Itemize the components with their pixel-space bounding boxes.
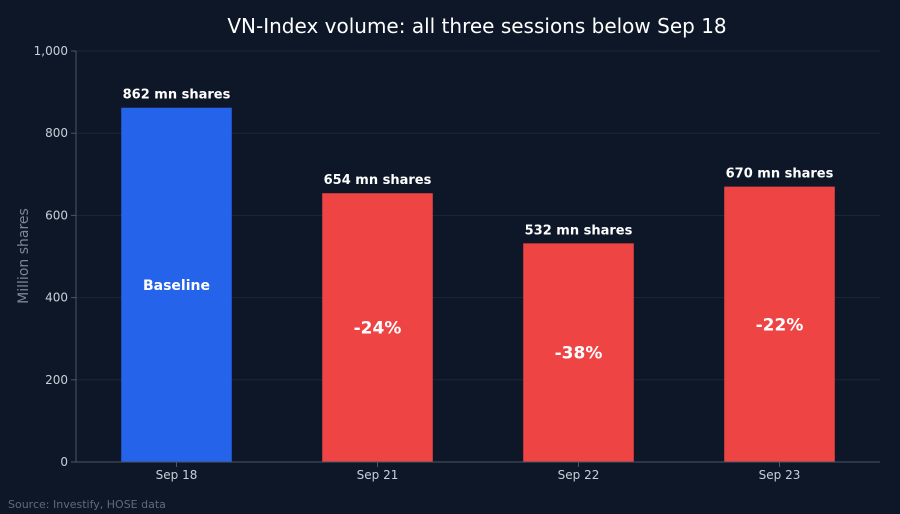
bar-inner-label: -22% xyxy=(756,315,804,335)
x-axis-ticks: Sep 18 Sep 21 Sep 22 Sep 23 xyxy=(156,462,801,482)
bar-inner-label: Baseline xyxy=(143,278,210,294)
y-tick-label: 1,000 xyxy=(34,44,68,58)
bars xyxy=(121,107,835,462)
y-tick-label: 600 xyxy=(45,208,68,222)
bar xyxy=(322,193,433,462)
y-tick-label: 400 xyxy=(45,291,68,305)
y-axis-ticks: 0 200 400 600 800 1,000 xyxy=(34,44,76,469)
x-tick-label: Sep 22 xyxy=(558,468,600,482)
bar xyxy=(724,186,835,462)
y-tick-label: 800 xyxy=(45,126,68,140)
y-tick-label: 0 xyxy=(60,455,68,469)
x-tick-label: Sep 21 xyxy=(357,468,399,482)
bar-value-label: 532 mn shares xyxy=(525,223,633,238)
bar-value-label: 654 mn shares xyxy=(324,173,432,188)
source-note: Source: Investify, HOSE data xyxy=(8,498,166,511)
chart-title: VN-Index volume: all three sessions belo… xyxy=(227,14,726,38)
y-axis-label: Million shares xyxy=(16,208,32,304)
bar-inner-label: -38% xyxy=(555,344,603,364)
bar-labels: 862 mn shares Baseline 654 mn shares -24% 53… xyxy=(123,88,834,364)
bar xyxy=(121,107,232,462)
bar-inner-label: -24% xyxy=(354,319,402,339)
bar-value-label: 862 mn shares xyxy=(123,88,231,103)
y-tick-label: 200 xyxy=(45,373,68,387)
x-tick-label: Sep 18 xyxy=(156,468,198,482)
bar-value-label: 670 mn shares xyxy=(726,167,834,182)
x-tick-label: Sep 23 xyxy=(759,468,801,482)
bar xyxy=(523,243,634,462)
